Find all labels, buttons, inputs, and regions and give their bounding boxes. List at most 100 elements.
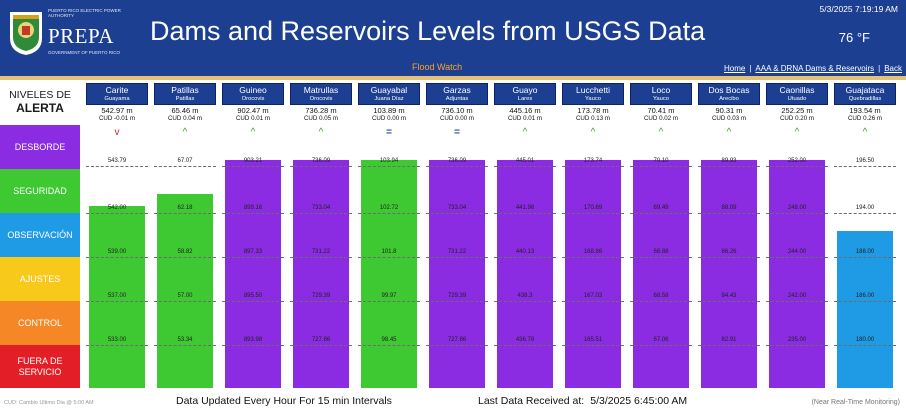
dam-name: Guayo bbox=[512, 85, 538, 95]
threshold-line bbox=[154, 166, 216, 167]
dam-town: Arecibo bbox=[719, 96, 739, 102]
threshold-label: 242.00 bbox=[787, 293, 807, 299]
reservoir-level-bar[interactable] bbox=[225, 160, 281, 388]
flood-watch-alert[interactable]: Flood Watch bbox=[412, 62, 463, 72]
dam-daily-change: CUD 0.26 m bbox=[847, 115, 883, 122]
dam-name: Dos Bocas bbox=[708, 85, 750, 95]
reservoir-level-bar[interactable] bbox=[361, 160, 417, 388]
threshold-line bbox=[834, 257, 896, 258]
dam-daily-change: CUD 0.03 m bbox=[711, 115, 747, 122]
reservoir-level-bar[interactable] bbox=[701, 160, 757, 388]
legend-band-observacion: OBSERVACIÓN bbox=[0, 213, 80, 257]
dam-header-guajataca[interactable]: Guajataca Quebradillas bbox=[834, 83, 896, 105]
reservoir-level-bar[interactable] bbox=[497, 160, 553, 388]
threshold-line bbox=[834, 345, 896, 346]
dam-daily-change: CUD 0.04 m bbox=[167, 115, 203, 122]
dam-name: Guajataca bbox=[845, 85, 885, 95]
dam-header-loco[interactable]: Loco Yauco bbox=[630, 83, 692, 105]
dam-daily-change: CUD 0.01 m bbox=[235, 115, 271, 122]
legend-heading-line1: NIVELES DE bbox=[9, 89, 71, 101]
dam-header-guineo[interactable]: Guineo Orocovis bbox=[222, 83, 284, 105]
last-received-label: Last Data Received at: bbox=[478, 395, 585, 407]
temperature-readout: 76 °F bbox=[838, 30, 870, 45]
dam-header-dos-bocas[interactable]: Dos Bocas Arecibo bbox=[698, 83, 760, 105]
dam-name: Matrullas bbox=[303, 85, 339, 95]
dam-town: Juana Díaz bbox=[374, 96, 404, 102]
threshold-label: 539.00 bbox=[107, 249, 127, 255]
threshold-line bbox=[630, 345, 692, 346]
dam-header-garzas[interactable]: Garzas Adjuntas bbox=[426, 83, 488, 105]
threshold-line bbox=[426, 213, 488, 214]
dam-header-matrullas[interactable]: Matrullas Orocovis bbox=[290, 83, 352, 105]
threshold-line bbox=[358, 257, 420, 258]
aaa-drna-dams-link[interactable]: AAA & DRNA Dams & Reservoirs bbox=[755, 64, 875, 73]
trend-up-icon: ^ bbox=[522, 127, 528, 138]
threshold-line bbox=[290, 213, 352, 214]
dam-header-guayabal[interactable]: Guayabal Juana Díaz bbox=[358, 83, 420, 105]
reservoir-level-bar[interactable] bbox=[293, 160, 349, 388]
threshold-label: 98.45 bbox=[381, 337, 397, 343]
dam-town: Quebradillas bbox=[848, 96, 882, 102]
current-datetime: 5/3/2025 7:19:19 AM bbox=[819, 4, 898, 14]
threshold-label: 537.00 bbox=[107, 293, 127, 299]
threshold-line bbox=[222, 213, 284, 214]
home-link[interactable]: Home bbox=[724, 64, 746, 73]
threshold-line bbox=[222, 301, 284, 302]
threshold-line bbox=[494, 257, 556, 258]
reservoir-level-bar[interactable] bbox=[769, 160, 825, 388]
dam-daily-change: CUD 0.02 m bbox=[643, 115, 679, 122]
threshold-label: 897.33 bbox=[243, 249, 263, 255]
threshold-label: 893.98 bbox=[243, 337, 263, 343]
legend-heading: NIVELES DE ALERTA bbox=[0, 80, 80, 125]
threshold-line bbox=[154, 257, 216, 258]
dam-header-guayo[interactable]: Guayo Lares bbox=[494, 83, 556, 105]
threshold-label: 731.22 bbox=[311, 249, 331, 255]
threshold-line bbox=[86, 301, 148, 302]
threshold-line bbox=[766, 301, 828, 302]
dam-current-level: 736.28 m bbox=[305, 106, 337, 115]
threshold-label: 727.86 bbox=[311, 337, 331, 343]
dam-header-patillas[interactable]: Patillas Patillas bbox=[154, 83, 216, 105]
threshold-line bbox=[630, 166, 692, 167]
threshold-line bbox=[494, 213, 556, 214]
monitoring-mode: (Near Real-Time Monitoring) bbox=[811, 399, 900, 406]
back-link[interactable]: Back bbox=[884, 64, 902, 73]
threshold-label: 53.34 bbox=[177, 337, 193, 343]
threshold-label: 102.72 bbox=[379, 205, 399, 211]
threshold-line bbox=[222, 345, 284, 346]
dam-header-lucchetti[interactable]: Lucchetti Yauco bbox=[562, 83, 624, 105]
threshold-label: 235.00 bbox=[787, 337, 807, 343]
threshold-line bbox=[86, 257, 148, 258]
threshold-label: 729.39 bbox=[447, 293, 467, 299]
dam-name: Guineo bbox=[239, 85, 267, 95]
threshold-label: 84.43 bbox=[721, 293, 737, 299]
threshold-line bbox=[86, 166, 148, 167]
trend-flat-icon: = bbox=[454, 127, 460, 138]
threshold-label: 727.86 bbox=[447, 337, 467, 343]
dam-name: Patillas bbox=[171, 85, 199, 95]
threshold-label: 67.07 bbox=[177, 158, 193, 164]
threshold-label: 82.91 bbox=[721, 337, 737, 343]
prepa-logo[interactable]: PUERTO RICO ELECTRIC POWER AUTHORITY PRE… bbox=[6, 6, 126, 64]
threshold-line bbox=[358, 213, 420, 214]
reservoir-level-bar[interactable] bbox=[157, 194, 213, 388]
reservoir-level-bar[interactable] bbox=[429, 160, 485, 388]
dam-town: Guayama bbox=[104, 96, 130, 102]
reservoir-level-bar[interactable] bbox=[89, 206, 145, 388]
threshold-label: 70.10 bbox=[653, 158, 669, 164]
threshold-label: 196.50 bbox=[855, 158, 875, 164]
threshold-line bbox=[222, 257, 284, 258]
threshold-label: 733.04 bbox=[311, 205, 331, 211]
dam-header-caonillas[interactable]: Caonillas Utuado bbox=[766, 83, 828, 105]
nav-separator: | bbox=[878, 64, 881, 73]
threshold-label: 543.79 bbox=[107, 158, 127, 164]
reservoir-level-bar[interactable] bbox=[565, 160, 621, 388]
threshold-line bbox=[766, 257, 828, 258]
threshold-label: 88.09 bbox=[721, 205, 737, 211]
page-title: Dams and Reservoirs Levels from USGS Dat… bbox=[150, 16, 706, 46]
threshold-line bbox=[562, 301, 624, 302]
threshold-label: 101.8 bbox=[381, 249, 397, 255]
reservoir-level-bar[interactable] bbox=[633, 160, 689, 388]
threshold-line bbox=[358, 166, 420, 167]
dam-header-carite[interactable]: Carite Guayama bbox=[86, 83, 148, 105]
